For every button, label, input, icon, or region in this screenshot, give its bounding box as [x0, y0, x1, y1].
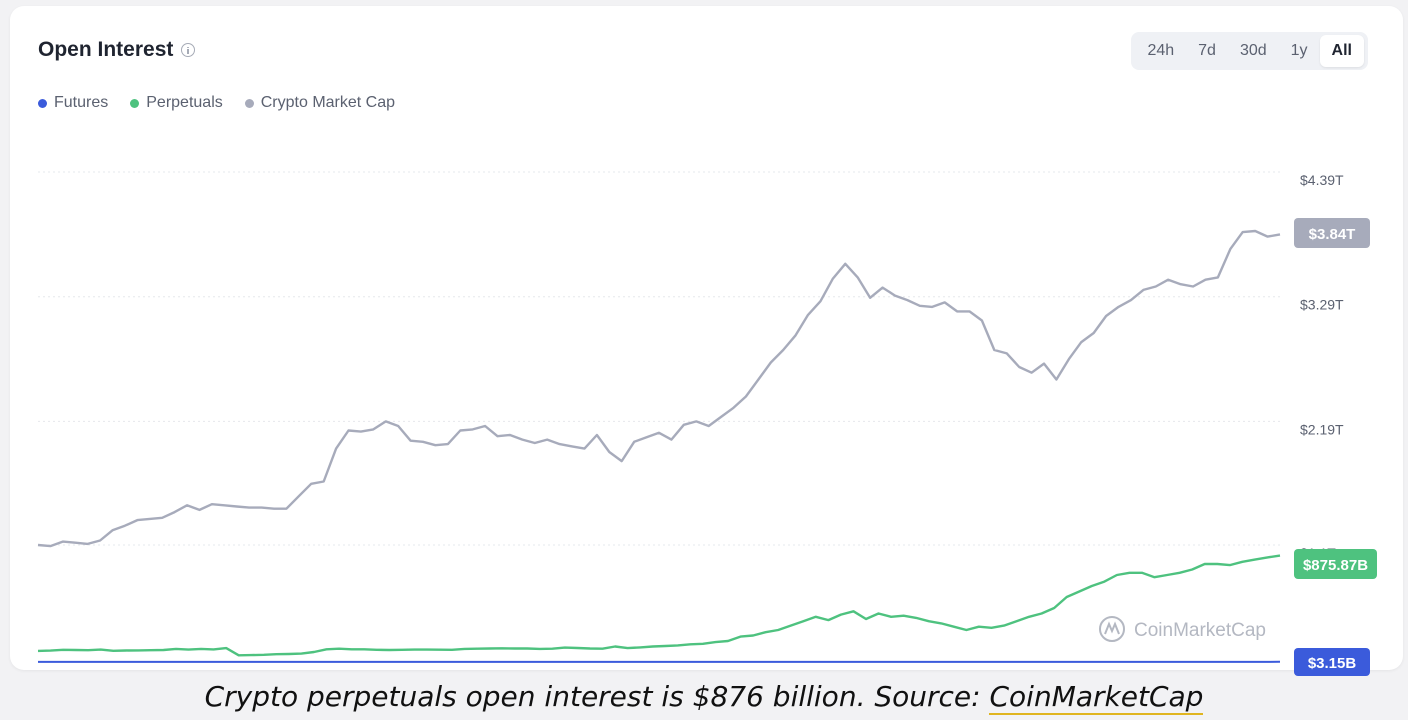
tab-all[interactable]: All	[1319, 35, 1364, 67]
legend-item-futures[interactable]: Futures	[38, 94, 108, 112]
legend-item-market-cap[interactable]: Crypto Market Cap	[244, 94, 396, 112]
coinmarketcap-logo-icon	[1099, 616, 1125, 642]
watermark-text: CoinMarketCap	[1134, 620, 1266, 641]
badge-text-market-cap: $3.84T	[1309, 226, 1356, 243]
tab-24h[interactable]: 24h	[1147, 42, 1175, 59]
last-value-badge-market-cap: $3.84T	[1294, 218, 1370, 248]
badge-bg-perpetuals	[1294, 549, 1377, 579]
tab-7d[interactable]: 7d	[1198, 42, 1216, 59]
last-value-badge-perpetuals: $875.87B	[1294, 549, 1377, 579]
caption-source-link[interactable]: CoinMarketCap	[989, 680, 1204, 715]
watermark: CoinMarketCap	[1099, 616, 1266, 642]
time-range-tabs: 24h 7d 30d 1y All	[1131, 32, 1368, 70]
coinmarketcap-logo-mark	[1104, 621, 1120, 635]
grid-lines	[38, 171, 1280, 546]
badge-bg-futures	[1294, 648, 1370, 676]
chart-legend: Futures Perpetuals Crypto Market Cap	[38, 94, 395, 112]
y-tick-label: $3.29T	[1300, 297, 1344, 313]
info-icon[interactable]	[181, 43, 196, 57]
open-interest-chart: $4.39T$3.29T$2.19T$1.1T CoinMarketCap $3…	[37, 171, 1377, 676]
legend-label-futures: Futures	[54, 94, 109, 111]
caption-text: Crypto perpetuals open interest is $876 …	[204, 680, 990, 713]
badge-text-futures: $3.15B	[1308, 655, 1357, 672]
card-header: Open Interest	[38, 38, 196, 62]
open-interest-card	[10, 6, 1403, 670]
series-line-perpetuals	[37, 554, 1281, 657]
page-title: Open Interest	[38, 38, 174, 61]
series-line-market-cap	[37, 229, 1281, 548]
last-value-badge-futures: $3.15B	[1294, 648, 1370, 676]
futures-dot-icon	[38, 98, 47, 108]
figure-caption: Crypto perpetuals open interest is $876 …	[0, 680, 1408, 715]
legend-label-market-cap: Crypto Market Cap	[260, 94, 396, 111]
tab-30d[interactable]: 30d	[1239, 42, 1267, 59]
y-tick-label: $4.39T	[1300, 172, 1344, 188]
tab-1y[interactable]: 1y	[1290, 42, 1308, 59]
legend-label-perpetuals: Perpetuals	[146, 94, 223, 111]
perpetuals-dot-icon	[130, 98, 140, 108]
badge-text-perpetuals: $875.87B	[1303, 557, 1368, 574]
legend-item-perpetuals[interactable]: Perpetuals	[130, 94, 223, 112]
y-tick-label: $2.19T	[1300, 421, 1344, 437]
market-cap-dot-icon	[244, 98, 254, 108]
badge-bg-market-cap	[1294, 218, 1370, 248]
